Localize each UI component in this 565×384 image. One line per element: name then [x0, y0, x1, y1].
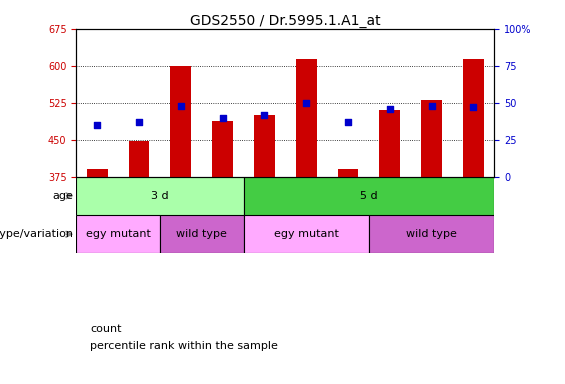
Bar: [212, 121, 233, 177]
Bar: [463, 60, 484, 177]
Point: [93, 122, 102, 128]
Text: age: age: [53, 191, 73, 201]
Text: egy mutant: egy mutant: [86, 229, 150, 239]
Point: [344, 119, 353, 125]
Point: [218, 114, 227, 121]
Bar: [369, 215, 494, 253]
Point: [469, 104, 478, 110]
Bar: [380, 110, 400, 177]
Bar: [160, 215, 244, 253]
Text: genotype/variation: genotype/variation: [0, 229, 73, 239]
Text: wild type: wild type: [176, 229, 227, 239]
Bar: [296, 60, 316, 177]
Bar: [129, 141, 149, 177]
Bar: [254, 115, 275, 177]
Title: GDS2550 / Dr.5995.1.A1_at: GDS2550 / Dr.5995.1.A1_at: [190, 14, 381, 28]
Point: [427, 103, 436, 109]
Point: [134, 119, 144, 125]
Bar: [76, 215, 160, 253]
Bar: [171, 66, 191, 177]
Text: count: count: [90, 324, 122, 334]
Point: [260, 111, 269, 118]
Point: [302, 99, 311, 106]
Bar: [244, 215, 369, 253]
Text: 3 d: 3 d: [151, 191, 169, 201]
Point: [176, 103, 185, 109]
Bar: [87, 169, 107, 177]
Bar: [338, 169, 359, 177]
Text: percentile rank within the sample: percentile rank within the sample: [90, 341, 279, 351]
Text: egy mutant: egy mutant: [274, 229, 338, 239]
Bar: [421, 100, 442, 177]
Bar: [244, 177, 494, 215]
Text: 5 d: 5 d: [360, 191, 378, 201]
Text: wild type: wild type: [406, 229, 457, 239]
Bar: [76, 177, 244, 215]
Point: [385, 106, 394, 112]
